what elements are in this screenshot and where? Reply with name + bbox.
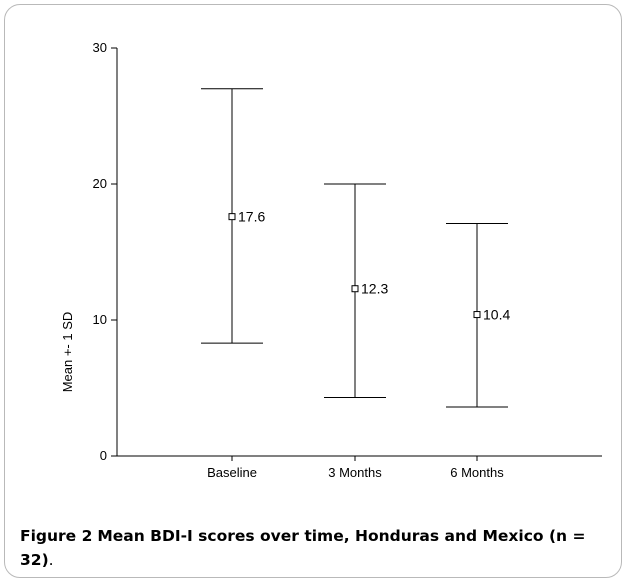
y-tick-label: 20 (93, 176, 107, 191)
error-bar-chart: 0 10 20 30 Baseline 3 Months 6 Months 17.6 12.… (60, 40, 602, 480)
mean-value-label: 17.6 (238, 209, 265, 225)
x-tick-label: Baseline (207, 465, 257, 480)
mean-marker (473, 311, 481, 319)
x-ticks: Baseline 3 Months 6 Months (207, 456, 504, 480)
error-bar-group: 12.3 (324, 183, 388, 399)
x-tick-label: 3 Months (328, 465, 382, 480)
caption-title: Mean BDI-I scores over time, Honduras an… (20, 527, 586, 569)
y-tick-label: 30 (93, 40, 107, 55)
mean-marker (351, 285, 359, 293)
y-tick-label: 0 (100, 448, 107, 463)
mean-value-label: 10.4 (483, 307, 510, 323)
figure-caption: Figure 2 Mean BDI-I scores over time, Ho… (20, 524, 610, 572)
y-tick-label: 10 (93, 312, 107, 327)
caption-period: . (48, 551, 54, 569)
error-bars: 17.6 12.3 10.4 (201, 88, 510, 408)
figure-frame (4, 4, 622, 578)
y-ticks: 0 10 20 30 (93, 40, 117, 463)
mean-marker (228, 213, 236, 221)
mean-value-label: 12.3 (361, 281, 388, 297)
y-axis-label: Mean +- 1 SD (60, 312, 75, 393)
error-bar-group: 10.4 (446, 222, 510, 408)
axes (116, 48, 602, 457)
x-tick-label: 6 Months (450, 465, 504, 480)
error-bar-group: 17.6 (201, 88, 265, 344)
caption-label: Figure 2 (20, 527, 93, 545)
